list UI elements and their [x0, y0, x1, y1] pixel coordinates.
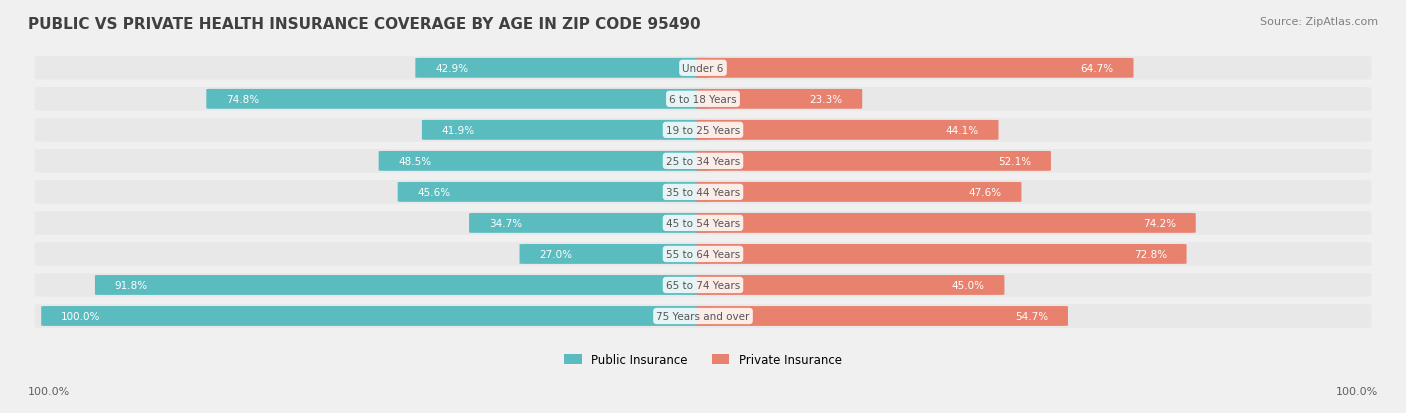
Text: 45 to 54 Years: 45 to 54 Years: [666, 218, 740, 228]
FancyBboxPatch shape: [378, 152, 710, 171]
Text: 65 to 74 Years: 65 to 74 Years: [666, 280, 740, 290]
Text: 74.8%: 74.8%: [226, 95, 259, 104]
Text: 44.1%: 44.1%: [946, 126, 979, 135]
FancyBboxPatch shape: [35, 273, 1371, 297]
Text: 75 Years and over: 75 Years and over: [657, 311, 749, 321]
FancyBboxPatch shape: [470, 214, 710, 233]
Text: 91.8%: 91.8%: [115, 280, 148, 290]
FancyBboxPatch shape: [41, 306, 710, 326]
Text: 19 to 25 Years: 19 to 25 Years: [666, 126, 740, 135]
Text: 64.7%: 64.7%: [1081, 64, 1114, 74]
FancyBboxPatch shape: [398, 183, 710, 202]
Text: PUBLIC VS PRIVATE HEALTH INSURANCE COVERAGE BY AGE IN ZIP CODE 95490: PUBLIC VS PRIVATE HEALTH INSURANCE COVER…: [28, 17, 700, 31]
FancyBboxPatch shape: [696, 306, 1069, 326]
Text: 54.7%: 54.7%: [1015, 311, 1049, 321]
FancyBboxPatch shape: [35, 180, 1371, 204]
FancyBboxPatch shape: [696, 275, 1004, 295]
Text: 47.6%: 47.6%: [969, 188, 1002, 197]
Text: 74.2%: 74.2%: [1143, 218, 1175, 228]
FancyBboxPatch shape: [696, 183, 1021, 202]
FancyBboxPatch shape: [35, 150, 1371, 173]
Text: 55 to 64 Years: 55 to 64 Years: [666, 249, 740, 259]
Text: 23.3%: 23.3%: [810, 95, 842, 104]
FancyBboxPatch shape: [696, 244, 1187, 264]
Text: Source: ZipAtlas.com: Source: ZipAtlas.com: [1260, 17, 1378, 26]
FancyBboxPatch shape: [696, 59, 1133, 78]
Text: 100.0%: 100.0%: [28, 387, 70, 396]
Text: 27.0%: 27.0%: [538, 249, 572, 259]
FancyBboxPatch shape: [35, 304, 1371, 328]
Text: 25 to 34 Years: 25 to 34 Years: [666, 157, 740, 166]
FancyBboxPatch shape: [35, 57, 1371, 81]
Text: 41.9%: 41.9%: [441, 126, 475, 135]
Text: 34.7%: 34.7%: [489, 218, 522, 228]
Text: 45.0%: 45.0%: [952, 280, 984, 290]
Text: 52.1%: 52.1%: [998, 157, 1031, 166]
FancyBboxPatch shape: [696, 121, 998, 140]
FancyBboxPatch shape: [422, 121, 710, 140]
FancyBboxPatch shape: [35, 211, 1371, 235]
FancyBboxPatch shape: [35, 119, 1371, 142]
Text: 45.6%: 45.6%: [418, 188, 450, 197]
Text: 100.0%: 100.0%: [1336, 387, 1378, 396]
FancyBboxPatch shape: [207, 90, 710, 109]
Text: 72.8%: 72.8%: [1133, 249, 1167, 259]
Text: 6 to 18 Years: 6 to 18 Years: [669, 95, 737, 104]
Text: Under 6: Under 6: [682, 64, 724, 74]
Text: 100.0%: 100.0%: [60, 311, 100, 321]
Text: 35 to 44 Years: 35 to 44 Years: [666, 188, 740, 197]
FancyBboxPatch shape: [696, 90, 862, 109]
FancyBboxPatch shape: [415, 59, 710, 78]
FancyBboxPatch shape: [520, 244, 710, 264]
Legend: Public Insurance, Private Insurance: Public Insurance, Private Insurance: [560, 348, 846, 371]
FancyBboxPatch shape: [96, 275, 710, 295]
Text: 48.5%: 48.5%: [398, 157, 432, 166]
FancyBboxPatch shape: [696, 214, 1195, 233]
FancyBboxPatch shape: [696, 152, 1050, 171]
Text: 42.9%: 42.9%: [434, 64, 468, 74]
FancyBboxPatch shape: [35, 88, 1371, 112]
FancyBboxPatch shape: [35, 242, 1371, 266]
